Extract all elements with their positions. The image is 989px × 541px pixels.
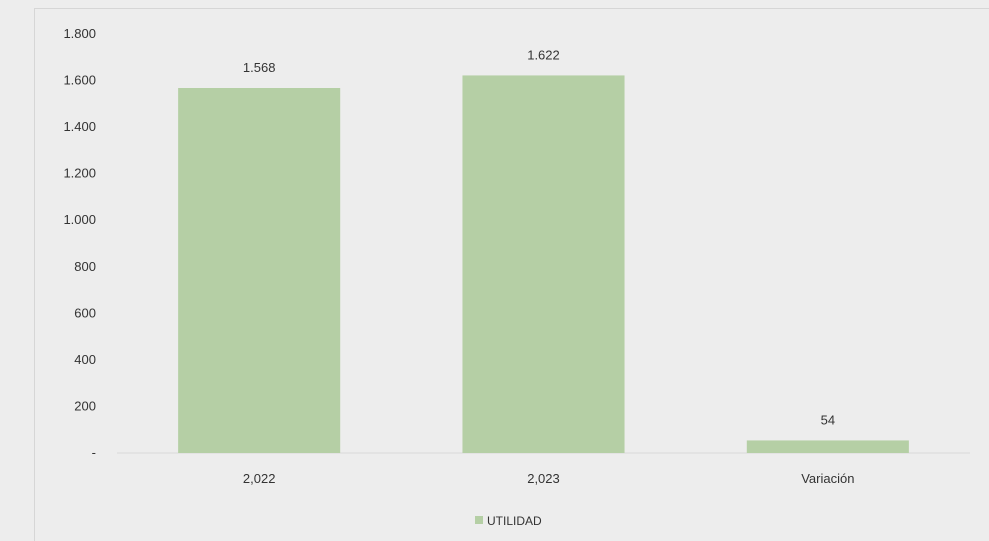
data-label: 1.622 [527, 47, 560, 62]
data-labels: 1.568 1.622 54 [243, 47, 835, 427]
x-axis: 2,022 2,023 Variación [243, 471, 855, 486]
y-tick-label: 600 [74, 305, 96, 320]
x-tick-label: Variación [801, 471, 854, 486]
y-tick-label: 1.000 [63, 212, 96, 227]
y-tick-label: 1.800 [63, 26, 96, 41]
x-tick-label: 2,022 [243, 471, 276, 486]
bar [462, 75, 625, 453]
y-tick-label: 1.400 [63, 119, 96, 134]
legend: UTILIDAD [475, 514, 542, 528]
data-label: 1.568 [243, 60, 276, 75]
bars [178, 75, 909, 453]
data-label: 54 [821, 412, 835, 427]
bar [746, 440, 909, 453]
y-tick-label: - [92, 445, 96, 460]
y-tick-label: 200 [74, 398, 96, 413]
y-axis: - 200 400 600 800 1.000 1.200 1.400 1.600 1.800 [63, 26, 96, 460]
legend-label: UTILIDAD [487, 514, 542, 528]
y-tick-label: 1.600 [63, 73, 96, 88]
legend-swatch [475, 516, 483, 524]
y-tick-label: 1.200 [63, 166, 96, 181]
bar [178, 88, 341, 453]
y-tick-label: 800 [74, 259, 96, 274]
y-tick-label: 400 [74, 352, 96, 367]
x-tick-label: 2,023 [527, 471, 560, 486]
